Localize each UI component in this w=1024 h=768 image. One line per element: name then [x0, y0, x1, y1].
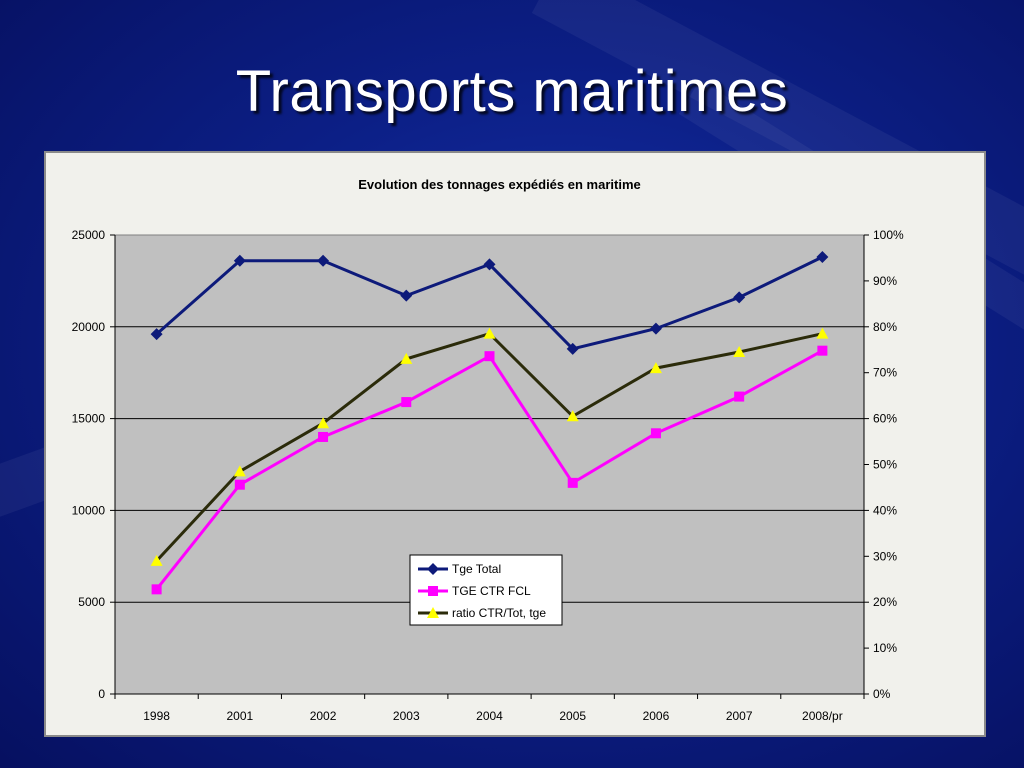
- data-point-tge-ctr-fcl: [817, 345, 828, 356]
- y-right-tick-label: 0%: [873, 687, 891, 701]
- y-right-tick-label: 50%: [873, 458, 897, 472]
- y-right-tick-label: 80%: [873, 320, 897, 334]
- x-tick-label: 2001: [226, 709, 253, 723]
- legend-marker-tge-ctr-fcl: [428, 586, 438, 596]
- chart-panel: Evolution des tonnages expédiés en marit…: [44, 151, 986, 737]
- data-point-tge-ctr-fcl: [234, 479, 245, 490]
- data-point-tge-total: [816, 251, 829, 264]
- data-point-ratio-ctr-tot-tge: [733, 346, 746, 358]
- y-right-tick-label: 20%: [873, 595, 897, 609]
- x-tick-label: 2008/pr: [802, 709, 843, 723]
- data-point-tge-total: [233, 254, 246, 267]
- data-point-tge-ctr-fcl: [734, 391, 745, 402]
- line-chart: Evolution des tonnages expédiés en marit…: [72, 177, 904, 723]
- chart-title: Evolution des tonnages expédiés en marit…: [358, 177, 640, 192]
- legend-marker-tge-total: [427, 563, 439, 575]
- x-tick-label: 2003: [393, 709, 420, 723]
- data-point-tge-total: [317, 254, 330, 267]
- data-point-ratio-ctr-tot-tge: [649, 362, 662, 374]
- data-point-tge-total: [150, 328, 163, 341]
- data-point-tge-ctr-fcl: [484, 351, 495, 362]
- y-right-tick-label: 60%: [873, 412, 897, 426]
- x-tick-label: 2004: [476, 709, 503, 723]
- y-right-tick-label: 10%: [873, 641, 897, 655]
- data-point-ratio-ctr-tot-tge: [816, 327, 829, 339]
- x-tick-label: 2005: [559, 709, 586, 723]
- y-left-tick-label: 15000: [72, 412, 106, 426]
- data-point-tge-ctr-fcl: [650, 428, 661, 439]
- legend-label-tge-ctr-fcl: TGE CTR FCL: [452, 584, 531, 598]
- x-tick-label: 2007: [726, 709, 753, 723]
- y-left-tick-label: 20000: [72, 320, 106, 334]
- x-tick-label: 1998: [143, 709, 170, 723]
- y-right-tick-label: 90%: [873, 274, 897, 288]
- data-point-tge-ctr-fcl: [401, 397, 412, 408]
- data-point-ratio-ctr-tot-tge: [150, 554, 163, 566]
- legend-label-ratio-ctr-tot-tge: ratio CTR/Tot, tge: [452, 606, 546, 620]
- y-left-tick-label: 0: [98, 687, 105, 701]
- y-left-tick-label: 5000: [78, 595, 105, 609]
- data-point-tge-ctr-fcl: [567, 477, 578, 488]
- legend-label-tge-total: Tge Total: [452, 562, 501, 576]
- data-point-ratio-ctr-tot-tge: [400, 352, 413, 364]
- data-point-tge-ctr-fcl: [151, 584, 162, 595]
- data-point-ratio-ctr-tot-tge: [566, 410, 579, 422]
- data-point-tge-total: [400, 289, 413, 302]
- y-right-tick-label: 40%: [873, 503, 897, 517]
- y-right-tick-label: 70%: [873, 366, 897, 380]
- data-point-tge-total: [483, 258, 496, 271]
- slide-title: Transports maritimes: [235, 59, 789, 124]
- y-right-tick-label: 100%: [873, 228, 904, 242]
- data-point-tge-total: [733, 291, 746, 304]
- data-point-tge-total: [566, 342, 579, 355]
- data-point-tge-ctr-fcl: [318, 431, 329, 442]
- data-point-tge-total: [649, 322, 662, 335]
- data-point-ratio-ctr-tot-tge: [483, 327, 496, 339]
- x-tick-label: 2006: [643, 709, 670, 723]
- data-point-ratio-ctr-tot-tge: [317, 417, 330, 429]
- legend-marker-ratio-ctr-tot-tge: [427, 607, 439, 618]
- y-left-tick-label: 25000: [72, 228, 106, 242]
- y-left-tick-label: 10000: [72, 503, 106, 517]
- x-tick-label: 2002: [310, 709, 337, 723]
- data-point-ratio-ctr-tot-tge: [233, 465, 246, 477]
- y-right-tick-label: 30%: [873, 549, 897, 563]
